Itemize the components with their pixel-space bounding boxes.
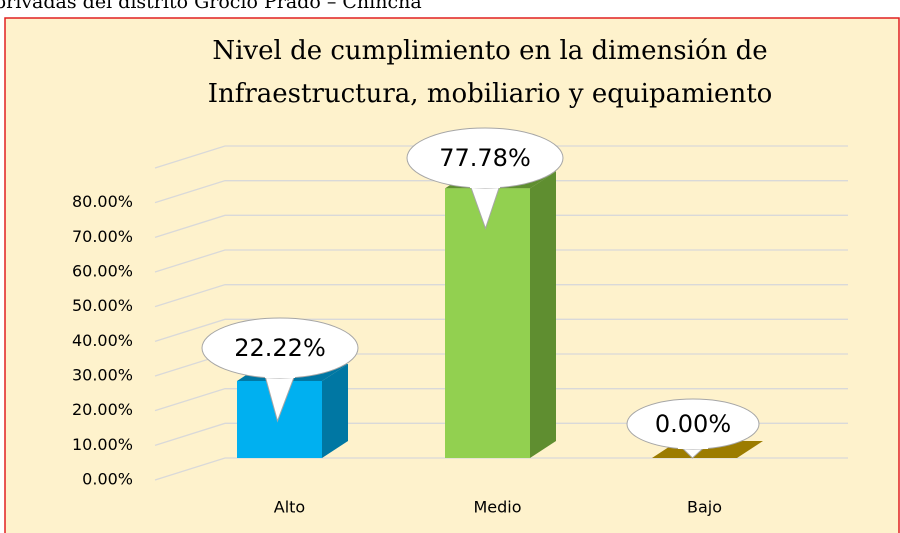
grid-line [154, 284, 848, 308]
bar [445, 188, 530, 458]
data-label: 77.78% [439, 144, 531, 172]
y-tick-label: 50.00% [72, 296, 133, 315]
y-tick-label: 40.00% [72, 331, 133, 350]
y-tick-label: 60.00% [72, 262, 133, 281]
y-tick-label: 30.00% [72, 366, 133, 385]
y-tick-label: 0.00% [82, 470, 133, 489]
grid-line [154, 388, 848, 412]
caption: privadas del distrito Grocio Prado – Chi… [0, 0, 422, 13]
bar-side [322, 363, 348, 458]
y-tick-label: 20.00% [72, 400, 133, 419]
grid-line [154, 249, 848, 273]
grid-line [154, 145, 848, 169]
x-tick-label: Bajo [687, 498, 722, 517]
chart-title: Infraestructura, mobiliario y equipamien… [208, 79, 773, 109]
grid-line [154, 214, 848, 238]
data-label: 0.00% [655, 410, 731, 438]
y-tick-label: 10.00% [72, 435, 133, 454]
x-tick-label: Alto [274, 498, 305, 517]
y-tick-label: 80.00% [72, 192, 133, 211]
grid-line [154, 180, 848, 204]
data-label: 22.22% [234, 334, 326, 362]
chart-title: Nivel de cumplimiento en la dimensión de [212, 36, 767, 66]
y-tick-label: 70.00% [72, 227, 133, 246]
bar-side [530, 171, 556, 458]
x-tick-label: Medio [473, 498, 521, 517]
grid-line [154, 457, 848, 481]
grid-line [154, 318, 848, 342]
